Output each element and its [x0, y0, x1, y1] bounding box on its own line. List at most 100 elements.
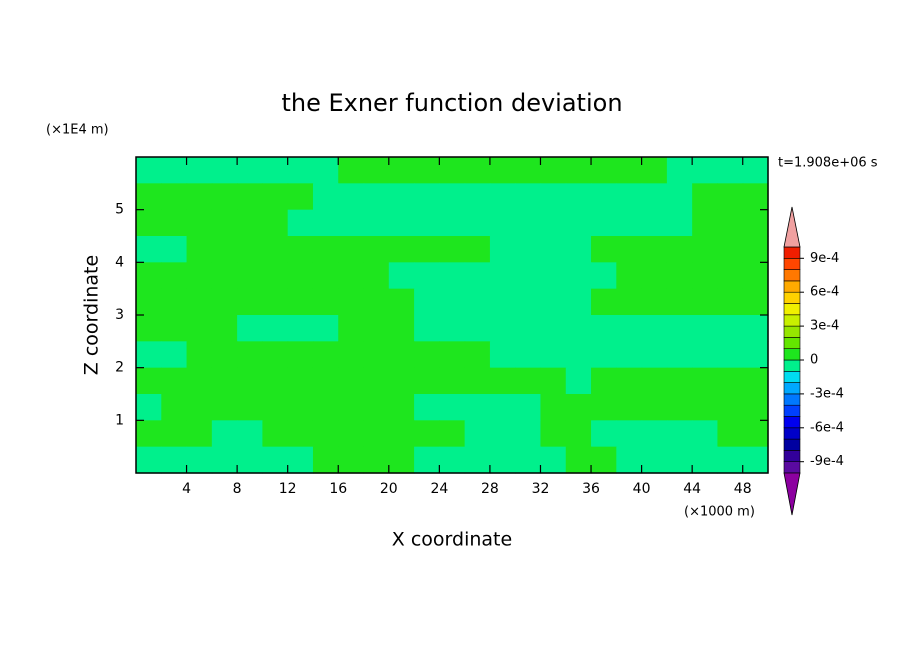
contour-cell: [666, 367, 693, 395]
contour-cell: [211, 209, 238, 237]
x-unit: (×1000 m): [684, 505, 755, 520]
contour-cell: [186, 209, 213, 237]
colorbar-band: [783, 450, 801, 462]
contour-cell: [211, 394, 238, 421]
contour-cell: [414, 341, 440, 369]
contour-cell: [388, 183, 415, 211]
contour-cell: [363, 367, 390, 395]
contour-cell: [742, 341, 769, 369]
contour-cell: [591, 315, 617, 342]
contour-cell: [489, 262, 516, 290]
contour-cell: [338, 341, 365, 369]
contour-cell: [363, 446, 390, 474]
contour-cell: [312, 288, 339, 316]
contour-cell: [388, 315, 415, 342]
contour-cell: [338, 367, 365, 395]
contour-cell: [211, 446, 238, 474]
contour-cell: [312, 157, 339, 184]
contour-cell: [515, 288, 542, 316]
contour-cell: [161, 236, 188, 263]
contour-cell: [312, 420, 339, 448]
contour-cell: [186, 367, 213, 395]
contour-cell: [388, 288, 415, 316]
contour-cell: [262, 315, 289, 342]
contour-cell: [186, 315, 213, 342]
contour-cell: [742, 446, 769, 474]
contour-cell: [287, 315, 314, 342]
contour-cell: [591, 446, 617, 474]
contour-cell: [312, 209, 339, 237]
contour-cell: [237, 315, 263, 342]
contour-cell: [338, 183, 365, 211]
contour-cell: [717, 157, 744, 184]
contour-cell: [464, 236, 491, 263]
contour-cell: [136, 236, 162, 263]
contour-cell: [666, 420, 693, 448]
contour-cell: [742, 262, 769, 290]
contour-cell: [717, 446, 744, 474]
contour-cell: [439, 288, 466, 316]
contour-cell: [540, 236, 567, 263]
contour-cell: [414, 446, 440, 474]
contour-cell: [540, 341, 567, 369]
colorbar-band: [783, 359, 801, 372]
contour-cell: [717, 183, 744, 211]
contour-cell: [363, 420, 390, 448]
contour-cell: [338, 209, 365, 237]
contour-cell: [565, 209, 592, 237]
contour-cell: [616, 183, 643, 211]
colorbar-over: [783, 206, 801, 248]
contour-cell: [439, 446, 466, 474]
contour-cell: [388, 341, 415, 369]
contour-cell: [414, 157, 440, 184]
contour-cell: [565, 420, 592, 448]
contour-cell: [641, 262, 668, 290]
colorbar-band: [783, 438, 801, 451]
y-tick-label: 5: [115, 202, 124, 218]
contour-cell: [641, 446, 668, 474]
contour-cell: [565, 367, 592, 395]
contour-cell: [338, 420, 365, 448]
contour-cell: [211, 183, 238, 211]
contour-cell: [666, 157, 693, 184]
contour-cell: [414, 288, 440, 316]
contour-cell: [388, 236, 415, 263]
contour-cell: [388, 367, 415, 395]
contour-cell: [464, 157, 491, 184]
contour-cell: [338, 288, 365, 316]
contour-cell: [237, 262, 263, 290]
contour-cell: [312, 367, 339, 395]
contour-cell: [565, 394, 592, 421]
colorbar-band: [783, 348, 801, 361]
chart-title: the Exner function deviation: [281, 89, 622, 117]
contour-cell: [237, 394, 263, 421]
contour-cell: [439, 262, 466, 290]
contour-cell: [591, 236, 617, 263]
y-axis-label: Z coordinate: [81, 255, 103, 375]
contour-cell: [591, 341, 617, 369]
contour-cell: [717, 394, 744, 421]
contour-cell: [312, 315, 339, 342]
colorbar-under: [783, 472, 801, 516]
contour-cell: [464, 315, 491, 342]
contour-cell: [717, 236, 744, 263]
contour-cell: [363, 183, 390, 211]
colorbar-tick-label: 0: [810, 353, 818, 368]
contour-cell: [717, 420, 744, 448]
contour-cell: [363, 288, 390, 316]
colorbar-band: [783, 280, 801, 293]
contour-cell: [136, 209, 162, 237]
contour-cell: [186, 236, 213, 263]
contour-cell: [136, 446, 162, 474]
contour-cell: [439, 341, 466, 369]
contour-cell: [287, 157, 314, 184]
contour-cell: [666, 183, 693, 211]
contour-cell: [237, 367, 263, 395]
contour-cell: [616, 157, 643, 184]
contour-cell: [363, 236, 390, 263]
contour-cell: [287, 288, 314, 316]
colorbar-band: [783, 393, 801, 406]
contour-cell: [591, 262, 617, 290]
contour-cell: [616, 420, 643, 448]
